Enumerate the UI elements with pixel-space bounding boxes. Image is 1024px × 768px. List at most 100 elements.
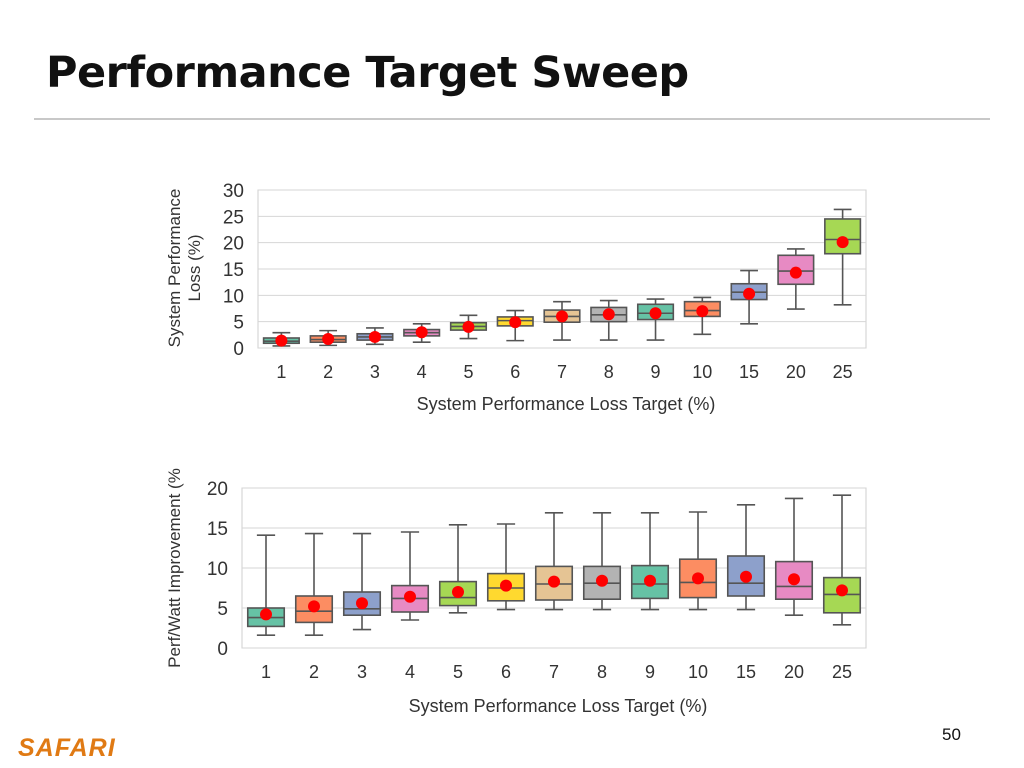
box-6	[496, 309, 534, 342]
x-tick-label: 4	[405, 662, 415, 682]
safari-logo: SAFARI	[18, 734, 116, 762]
x-tick-label: 8	[597, 662, 607, 682]
box-9	[630, 511, 670, 611]
title-divider	[34, 118, 990, 120]
box-15	[730, 269, 768, 325]
mean-marker	[789, 266, 802, 279]
chart-2: 0 5 10 15 20 1 2 3 4 5 6 7 8 9 10 15 20 25 System Performa…	[165, 468, 867, 716]
mean-marker	[462, 320, 475, 333]
y-tick-label: 30	[223, 181, 244, 202]
x-tick-label: 15	[736, 662, 756, 682]
mean-marker	[404, 590, 416, 603]
mean-marker	[356, 597, 368, 610]
slide-title: Performance Target Sweep	[46, 48, 689, 98]
y-tick-label: 20	[223, 234, 244, 255]
x-tick-label: 25	[833, 362, 853, 382]
mean-marker	[368, 330, 381, 343]
y-axis-label-line2: Loss (%)	[185, 234, 204, 301]
x-tick-label: 6	[510, 362, 520, 382]
box-1	[262, 331, 300, 347]
x-tick-label: 2	[309, 662, 319, 682]
y-tick-label: 5	[233, 313, 244, 334]
x-tick-label: 2	[323, 362, 333, 382]
box-5	[449, 314, 488, 340]
box-1	[246, 534, 286, 637]
box-25	[822, 494, 862, 626]
x-tick-label: 7	[549, 662, 559, 682]
mean-marker	[696, 305, 709, 318]
mean-marker	[743, 287, 756, 300]
x-tick-label: 8	[604, 362, 614, 382]
box-4	[390, 531, 430, 621]
mean-marker	[740, 570, 752, 583]
y-tick-label: 25	[223, 207, 244, 228]
box-8	[582, 511, 622, 611]
y-tick-label: 15	[207, 519, 228, 540]
box-7	[534, 511, 574, 611]
y-tick-label: 5	[217, 599, 228, 620]
x-tick-label: 3	[370, 362, 380, 382]
box-20	[777, 248, 815, 310]
mean-marker	[452, 586, 464, 598]
chart-1: 0 5 10 15 20 25 30 1 2 3 4 5 6 7 8 9 10 15 20 25 System Perf…	[165, 181, 867, 414]
mean-marker	[836, 584, 848, 597]
x-axis-label: System Performance Loss Target (%)	[417, 394, 716, 414]
box-25	[824, 208, 862, 306]
x-tick-label: 3	[357, 662, 367, 682]
mean-marker	[788, 573, 800, 586]
y-tick-label: 20	[207, 479, 228, 500]
x-tick-label: 10	[688, 662, 708, 682]
mean-marker	[649, 307, 662, 320]
mean-marker	[322, 333, 335, 346]
x-tick-label: 6	[501, 662, 511, 682]
x-tick-label: 7	[557, 362, 567, 382]
mean-marker	[556, 310, 568, 323]
box-6	[486, 523, 526, 611]
page-number: 50	[942, 725, 961, 744]
mean-marker	[692, 572, 704, 585]
mean-marker	[596, 574, 608, 587]
x-tick-label: 15	[739, 362, 759, 382]
x-tick-label: 20	[786, 362, 806, 382]
x-axis-label: System Performance Loss Target (%)	[409, 696, 708, 716]
x-tick-label: 5	[463, 362, 473, 382]
y-tick-label: 0	[217, 639, 228, 660]
mean-marker	[644, 574, 656, 587]
mean-marker	[308, 600, 320, 613]
mean-marker	[836, 236, 849, 249]
box-2	[294, 532, 334, 637]
y-axis-label: Perf/Watt Improvement (%	[165, 468, 184, 668]
mean-marker	[509, 316, 522, 329]
x-tick-label: 20	[784, 662, 804, 682]
box-10	[683, 296, 721, 336]
mean-marker	[275, 334, 288, 347]
x-tick-label: 1	[276, 362, 286, 382]
box-5	[438, 523, 478, 614]
box-3	[342, 532, 382, 631]
y-axis-label: System Performance	[165, 189, 184, 348]
mean-marker	[500, 579, 512, 592]
box-10	[678, 511, 718, 611]
mean-marker	[260, 608, 272, 621]
x-tick-label: 5	[453, 662, 463, 682]
mean-marker	[602, 308, 615, 321]
y-tick-label: 10	[207, 559, 228, 580]
box-2	[309, 329, 347, 347]
x-tick-label: 1	[261, 662, 271, 682]
y-tick-label: 0	[233, 339, 244, 360]
box-7	[543, 300, 581, 341]
box-9	[636, 298, 675, 341]
box-20	[774, 497, 814, 617]
x-tick-label: 9	[645, 662, 655, 682]
box-3	[356, 327, 394, 346]
x-tick-label: 25	[832, 662, 852, 682]
x-tick-label: 9	[651, 362, 661, 382]
y-tick-label: 15	[223, 260, 244, 281]
x-tick-label: 10	[692, 362, 712, 382]
box-15	[726, 503, 766, 611]
box-8	[590, 299, 628, 341]
mean-marker	[415, 326, 428, 339]
y-tick-label: 10	[223, 286, 244, 307]
x-tick-label: 4	[417, 362, 427, 382]
